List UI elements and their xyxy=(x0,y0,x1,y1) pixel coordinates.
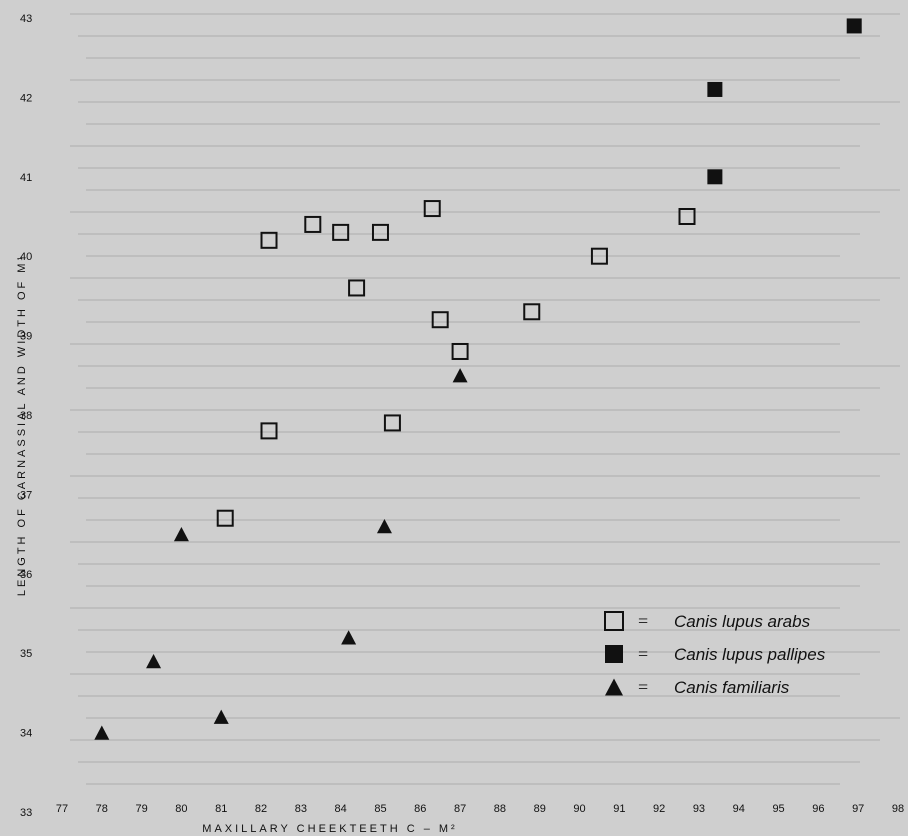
open-square-point xyxy=(260,422,278,440)
open-square-point xyxy=(348,279,366,297)
y-tick-label: 36 xyxy=(20,569,32,581)
x-tick-label: 77 xyxy=(56,803,68,815)
x-tick-label: 89 xyxy=(534,803,546,815)
y-tick-label: 40 xyxy=(20,251,32,263)
x-tick-label: 92 xyxy=(653,803,665,815)
open-square-point xyxy=(216,509,234,527)
x-axis-label: MAXILLARY CHEEKTEETH C – M² xyxy=(202,823,457,835)
legend-label: Canis familiaris xyxy=(674,678,790,697)
y-axis-label: LENGTH OF CARNASSIAL AND WIDTH OF M¹ xyxy=(16,254,28,596)
open-square-point xyxy=(590,247,608,265)
y-tick-label: 37 xyxy=(20,489,32,501)
filled-triangle-point xyxy=(452,368,468,383)
x-tick-label: 80 xyxy=(175,803,187,815)
x-tick-label: 98 xyxy=(892,803,904,815)
x-tick-label: 94 xyxy=(733,803,745,815)
filled-square-point xyxy=(707,169,723,185)
open-square-point xyxy=(451,342,469,360)
y-tick-label: 38 xyxy=(20,410,32,422)
filled-triangle-point xyxy=(376,519,392,534)
legend-equals: = xyxy=(638,644,648,664)
y-tick-label: 34 xyxy=(20,728,32,740)
legend-marker xyxy=(604,611,624,631)
y-tick-label: 42 xyxy=(20,92,32,104)
filled-triangle-point xyxy=(94,725,110,740)
open-square-point xyxy=(332,223,350,241)
open-square-point xyxy=(423,200,441,218)
x-tick-label: 81 xyxy=(215,803,227,815)
filled-triangle-point xyxy=(146,654,162,669)
open-square-point xyxy=(431,311,449,329)
x-tick-label: 85 xyxy=(374,803,386,815)
legend: = Canis lupus arabs = Canis lupus pallipes =… xyxy=(604,611,826,697)
x-tick-label: 96 xyxy=(812,803,824,815)
open-square-point xyxy=(523,303,541,321)
open-square-point xyxy=(678,208,696,225)
legend-marker xyxy=(605,645,623,663)
x-tick-label: 83 xyxy=(295,803,307,815)
legend-label: Canis lupus pallipes xyxy=(674,645,826,664)
x-axis-ticks: 77 78 79 80 81 82 83 84 85 86 87 88 89 90 91 92 93 94 95 96… xyxy=(56,803,904,815)
open-square-point xyxy=(371,223,389,241)
y-tick-label: 43 xyxy=(20,13,32,25)
x-tick-label: 97 xyxy=(852,803,864,815)
legend-equals: = xyxy=(638,677,648,697)
filled-triangle-point xyxy=(213,709,229,724)
x-tick-label: 84 xyxy=(335,803,347,815)
filled-square-point xyxy=(707,81,723,97)
legend-marker xyxy=(605,678,623,696)
x-tick-label: 91 xyxy=(613,803,625,815)
y-axis-ticks: 33 34 35 36 37 38 39 40 41 42 43 xyxy=(20,13,32,819)
x-tick-label: 93 xyxy=(693,803,705,815)
x-tick-label: 90 xyxy=(573,803,585,815)
x-tick-label: 87 xyxy=(454,803,466,815)
y-tick-label: 33 xyxy=(20,807,32,819)
y-tick-label: 39 xyxy=(20,331,32,343)
filled-triangle-point xyxy=(173,526,189,542)
open-square-point xyxy=(304,215,322,233)
background-text-lines xyxy=(70,13,900,785)
y-tick-label: 41 xyxy=(20,172,32,184)
filled-square-point xyxy=(846,18,862,34)
x-tick-label: 79 xyxy=(135,803,147,815)
x-tick-label: 88 xyxy=(494,803,506,815)
open-square-point xyxy=(260,231,278,249)
x-tick-label: 82 xyxy=(255,803,267,815)
open-square-point xyxy=(383,414,401,432)
filled-triangle-point xyxy=(341,630,357,645)
legend-label: Canis lupus arabs xyxy=(674,612,811,631)
x-tick-label: 95 xyxy=(772,803,784,815)
y-tick-label: 35 xyxy=(20,648,32,660)
x-tick-label: 78 xyxy=(96,803,108,815)
legend-equals: = xyxy=(638,611,648,631)
x-tick-label: 86 xyxy=(414,803,426,815)
data-points xyxy=(94,18,862,740)
